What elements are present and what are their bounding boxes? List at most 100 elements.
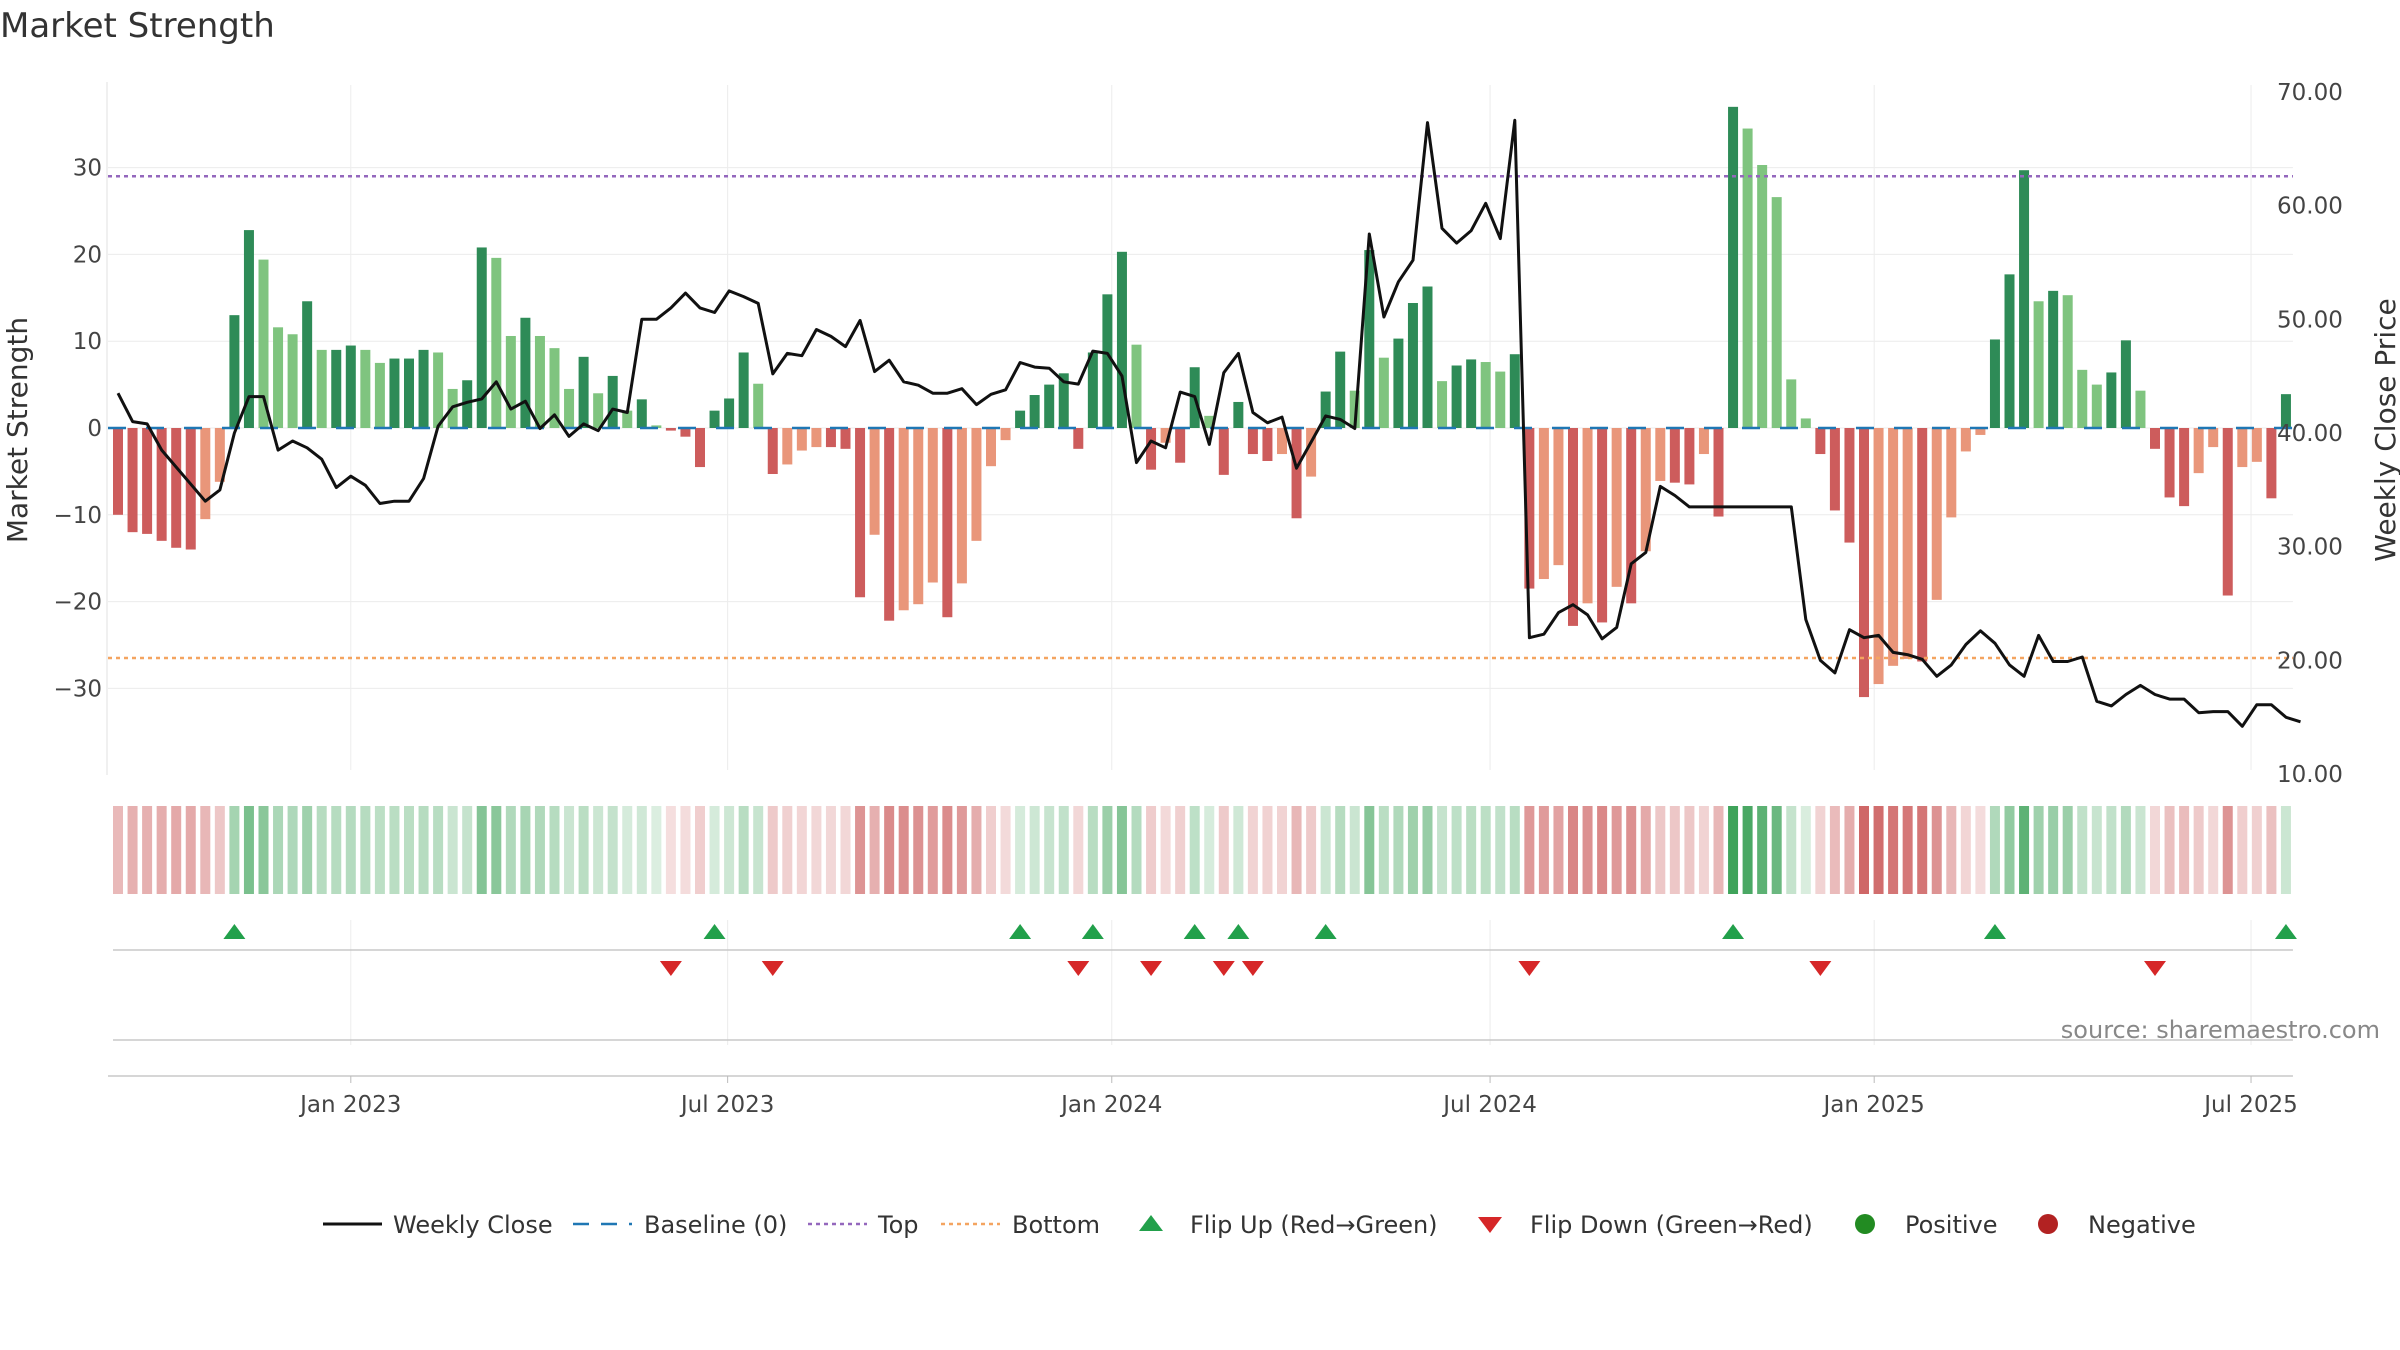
heat-cell: [1335, 806, 1346, 894]
legend-negative-label: Negative: [2088, 1211, 2196, 1239]
flip-down-marker: [1809, 961, 1832, 976]
heat-cell: [1320, 806, 1331, 894]
strength-bar: [956, 428, 967, 584]
heat-cell: [2106, 806, 2117, 894]
strength-bar: [2106, 372, 2117, 428]
strength-bar: [2033, 301, 2044, 428]
heat-cell: [986, 806, 996, 894]
heat-cell: [1684, 806, 1695, 894]
heat-cell: [622, 806, 633, 894]
strength-bar: [1393, 338, 1404, 428]
heat-cell: [1291, 806, 1302, 894]
heat-cell: [636, 806, 647, 894]
strength-bar: [636, 399, 647, 428]
heat-cell: [1073, 806, 1084, 894]
legend-negative-swatch: [2038, 1214, 2058, 1234]
weekly-close-line: [116, 118, 2301, 728]
right-tick-label: 10.00: [2277, 762, 2343, 788]
strength-bar: [1509, 354, 1520, 428]
strength-bar: [2077, 369, 2088, 428]
heat-cell: [1509, 806, 1520, 894]
strength-bar: [1931, 428, 1942, 600]
heat-cell: [651, 806, 662, 894]
right-tick-label: 60.00: [2277, 194, 2343, 220]
heat-cell: [1917, 806, 1928, 894]
heat-cell: [2266, 806, 2277, 894]
heat-cell: [200, 806, 211, 894]
strength-bar: [1480, 362, 1491, 428]
strength-bar: [2150, 428, 2160, 449]
strength-bar: [2019, 170, 2030, 429]
x-tick-label: Jul 2024: [1441, 1092, 1537, 1118]
strength-bar: [258, 259, 269, 428]
heat-cell: [1844, 806, 1855, 894]
strength-bar: [2193, 428, 2204, 474]
strength-bar: [1655, 428, 1666, 481]
x-tick-label: Jan 2024: [1059, 1092, 1162, 1118]
strength-bar: [1146, 428, 1157, 470]
strength-bar: [1975, 428, 1986, 435]
right-tick-label: 40.00: [2277, 421, 2343, 447]
strength-bar: [593, 393, 604, 428]
heat-cell: [913, 806, 924, 894]
heat-cell: [1888, 806, 1899, 894]
heat-cell: [1102, 806, 1113, 894]
strength-bar: [869, 428, 880, 535]
right-tick-label: 70.00: [2277, 80, 2343, 106]
strength-bar: [651, 425, 662, 428]
strength-bar: [462, 380, 473, 428]
strength-bar: [476, 247, 487, 428]
heat-cell: [534, 806, 545, 894]
heat-cell: [287, 806, 298, 894]
heat-cell: [1640, 806, 1651, 894]
strength-bar: [1218, 428, 1229, 475]
source-text: source: sharemaestro.com: [2061, 1016, 2380, 1044]
heat-cell: [825, 806, 836, 894]
heat-cell: [1597, 806, 1608, 894]
strength-bar: [127, 428, 138, 533]
heat-cell: [680, 806, 691, 894]
heat-cell: [1771, 806, 1782, 894]
strength-bar: [1102, 294, 1113, 428]
strength-bar: [243, 230, 254, 428]
heat-cell: [1960, 806, 1971, 894]
strength-bar: [1684, 428, 1695, 485]
heat-cell: [316, 806, 327, 894]
heat-cell: [447, 806, 458, 894]
heat-cell: [1277, 806, 1287, 894]
heat-cell: [709, 806, 720, 894]
heat-cell: [578, 806, 589, 894]
left-tick-label: 20: [73, 242, 102, 268]
strength-bar: [1131, 344, 1142, 428]
strength-bar: [1815, 428, 1826, 455]
strength-bar: [1335, 351, 1346, 428]
legend-flip-up-swatch: [1139, 1215, 1163, 1231]
heat-cell: [1087, 806, 1098, 894]
flip-down-marker: [1067, 961, 1090, 976]
flip-up-marker: [1983, 924, 2006, 939]
x-tick-label: Jul 2025: [2202, 1092, 2298, 1118]
strength-bar: [927, 428, 938, 583]
strength-bar: [738, 352, 749, 428]
strength-bar: [2091, 384, 2102, 428]
right-tick-label: 30.00: [2277, 535, 2343, 561]
heat-cell: [1859, 806, 1869, 894]
flip-up-marker: [1722, 924, 1745, 939]
heat-cell: [2164, 806, 2175, 894]
heat-cell: [433, 806, 444, 894]
heat-cell: [1451, 806, 1462, 894]
strength-bar: [1087, 352, 1098, 428]
strength-bar: [2266, 428, 2277, 499]
strength-bar: [1800, 418, 1811, 428]
strength-bar: [1495, 371, 1506, 428]
heat-cell: [1029, 806, 1040, 894]
heat-cell: [1116, 806, 1127, 894]
heat-cell: [1873, 806, 1884, 894]
heat-cell: [1349, 806, 1360, 894]
flip-up-marker: [1314, 924, 1337, 939]
heat-cell: [1000, 806, 1011, 894]
flip-up-marker: [223, 924, 246, 939]
x-tick-label: Jan 2025: [1822, 1092, 1925, 1118]
right-tick-label: 50.00: [2277, 307, 2343, 333]
legend-weekly-close-label: Weekly Close: [393, 1211, 553, 1239]
